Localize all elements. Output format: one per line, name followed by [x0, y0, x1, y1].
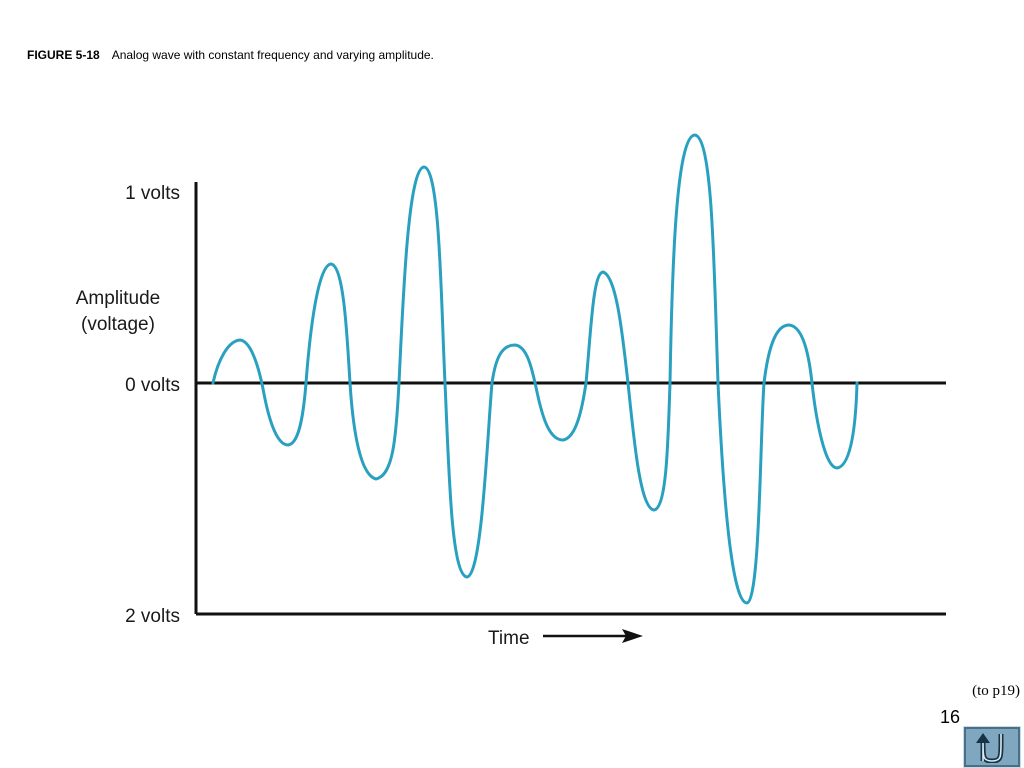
figure-caption: FIGURE 5-18 Analog wave with constant fre…: [27, 48, 434, 62]
zero-voltage-label: 0 volts: [125, 375, 180, 396]
y-axis-label-voltage: (voltage): [81, 314, 155, 335]
bottom-voltage-label: 2 volts: [125, 606, 180, 627]
figure-caption-text: Analog wave with constant frequency and …: [111, 48, 434, 62]
to-page-link[interactable]: (to p19): [972, 683, 1020, 699]
u-turn-icon: [976, 733, 1004, 763]
y-axis-label-amplitude: Amplitude: [76, 288, 161, 309]
time-label: Time: [488, 628, 530, 649]
analog-wave: [211, 133, 859, 605]
figure-number: FIGURE 5-18: [27, 48, 100, 62]
time-arrow-head: [622, 629, 643, 643]
top-voltage-label: 1 volts: [125, 183, 180, 204]
page-number: 16: [940, 707, 961, 727]
return-button[interactable]: [963, 726, 1021, 768]
